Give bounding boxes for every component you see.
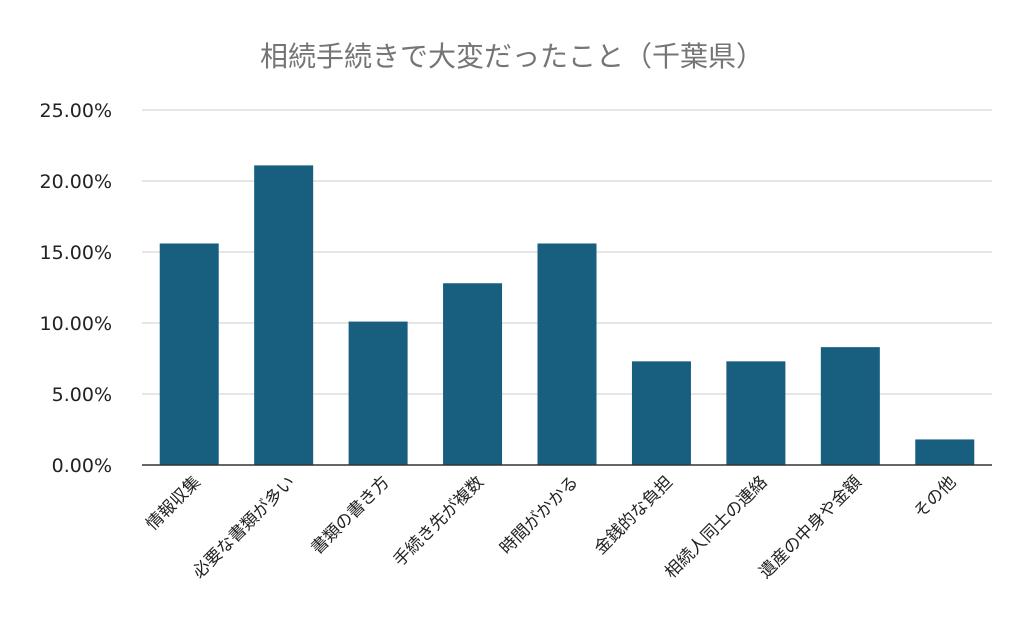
bar	[159, 243, 219, 465]
chart-title: 相続手続きで大変だったこと（千葉県）	[260, 40, 764, 73]
bar	[631, 361, 691, 465]
y-tick-label: 25.00%	[40, 100, 112, 122]
x-tick-label: 情報収集	[143, 472, 205, 534]
bar	[537, 243, 597, 465]
bar	[348, 321, 408, 465]
bar	[254, 165, 314, 465]
y-tick-label: 5.00%	[52, 384, 112, 406]
x-tick-label: 時間がかかる	[496, 472, 582, 558]
bar	[443, 283, 503, 465]
x-tick-label: 遺産の中身や金額	[756, 472, 866, 582]
y-axis-ticks: 0.00% 5.00% 10.00% 15.00% 20.00% 25.00%	[40, 100, 112, 477]
bar	[915, 439, 975, 465]
y-tick-label: 0.00%	[52, 455, 112, 477]
x-tick-label: 書類の書き方	[307, 472, 393, 558]
y-tick-label: 15.00%	[40, 242, 112, 264]
bar	[726, 361, 786, 465]
x-tick-label: 手続き先が複数	[390, 472, 488, 570]
x-tick-label: その他	[910, 472, 960, 522]
bars	[159, 165, 975, 465]
bar	[820, 347, 880, 465]
y-tick-label: 10.00%	[40, 313, 112, 335]
x-tick-label: 必要な書類が多い	[189, 472, 299, 582]
y-tick-label: 20.00%	[40, 171, 112, 193]
x-tick-label: 相続人同士の連絡	[661, 472, 771, 582]
x-tick-label: 金銭的な負担	[591, 472, 677, 558]
